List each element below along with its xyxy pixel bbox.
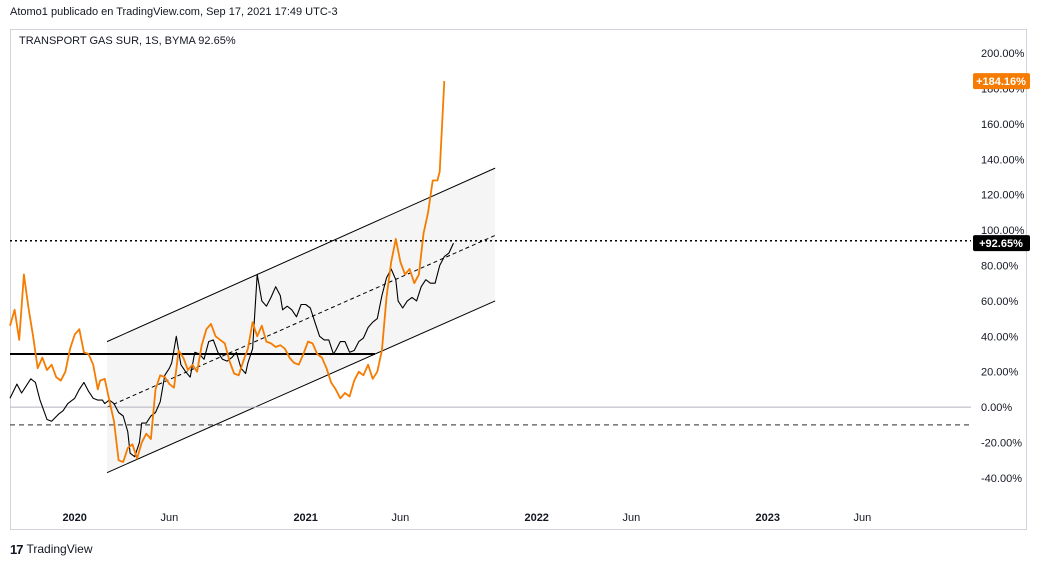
reference-lines bbox=[10, 239, 971, 426]
x-axis[interactable]: 2020 Jun 2021 Jun 2022 Jun 2023 Jun bbox=[62, 512, 871, 524]
y-tick-label: 160.00% bbox=[981, 119, 1025, 131]
channel-layer bbox=[106, 167, 496, 474]
series-line-main bbox=[9, 242, 454, 458]
y-tick-label: 60.00% bbox=[981, 296, 1019, 308]
value-badge-main bbox=[973, 235, 1030, 252]
x-tick-label: Jun bbox=[392, 512, 410, 524]
y-tick-label: -40.00% bbox=[981, 473, 1022, 485]
chart-title: TRANSPORT GAS SUR, 1S, BYMA 92.65% bbox=[19, 35, 236, 47]
x-tick-label: 2021 bbox=[293, 512, 317, 524]
x-tick-label: 2020 bbox=[62, 512, 86, 524]
value-badge-label: +92.65% bbox=[979, 238, 1023, 250]
y-tick-label: 120.00% bbox=[981, 190, 1025, 202]
y-tick-label: 140.00% bbox=[981, 154, 1025, 166]
value-badge-compare bbox=[973, 73, 1030, 90]
y-tick-label: 80.00% bbox=[981, 261, 1019, 273]
channel-fill bbox=[107, 168, 496, 473]
channel-mid-line bbox=[106, 234, 496, 408]
chart-frame bbox=[10, 29, 1027, 530]
channel-lower-line bbox=[106, 300, 496, 474]
series-layer bbox=[9, 81, 454, 463]
x-tick-label: Jun bbox=[161, 512, 179, 524]
series-line-compare bbox=[9, 81, 446, 463]
y-tick-label: -20.00% bbox=[981, 438, 1022, 450]
y-tick-label: 200.00% bbox=[981, 48, 1025, 60]
x-tick-label: 2022 bbox=[524, 512, 548, 524]
value-badge-label: +184.16% bbox=[976, 76, 1026, 88]
tradingview-logo-icon: 17 bbox=[10, 541, 24, 557]
y-axis[interactable]: 200.00%180.00%160.00%140.00%120.00%100.0… bbox=[981, 48, 1025, 485]
y-tick-label: 20.00% bbox=[981, 367, 1019, 379]
x-tick-label: 2023 bbox=[755, 512, 779, 524]
price-badges: +92.65% +184.16% bbox=[973, 73, 1030, 252]
x-tick-label: Jun bbox=[623, 512, 641, 524]
publish-header: Atomo1 publicado en TradingView.com, Sep… bbox=[10, 6, 338, 18]
x-tick-label: Jun bbox=[854, 512, 872, 524]
y-tick-label: 40.00% bbox=[981, 331, 1019, 343]
y-tick-label: 0.00% bbox=[981, 402, 1012, 414]
footer-brand[interactable]: 17 TradingView bbox=[10, 540, 93, 558]
brand-label: TradingView bbox=[26, 542, 93, 556]
y-tick-label: 100.00% bbox=[981, 225, 1025, 237]
